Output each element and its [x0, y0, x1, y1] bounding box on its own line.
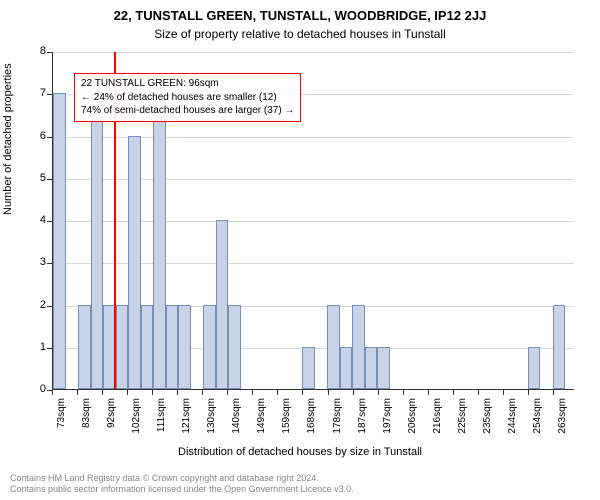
x-tick-label: 216sqm — [432, 398, 443, 442]
y-tick-mark — [47, 94, 52, 95]
y-axis-label: Number of detached properties — [2, 63, 14, 215]
y-tick-label: 8 — [28, 45, 46, 57]
histogram-bar — [91, 93, 104, 389]
x-tick-label: 206sqm — [407, 398, 418, 442]
histogram-bar — [216, 220, 229, 389]
histogram-bar — [128, 136, 141, 390]
x-tick-mark — [428, 390, 429, 395]
y-tick-label: 3 — [28, 256, 46, 268]
y-tick-label: 0 — [28, 383, 46, 395]
histogram-bar — [141, 305, 154, 390]
x-tick-mark — [52, 390, 53, 395]
x-tick-label: 187sqm — [357, 398, 368, 442]
histogram-bar — [365, 347, 378, 389]
histogram-bar — [178, 305, 191, 390]
x-tick-mark — [453, 390, 454, 395]
x-tick-mark — [152, 390, 153, 395]
y-tick-mark — [47, 306, 52, 307]
annotation-line: 22 TUNSTALL GREEN: 96sqm — [81, 77, 294, 91]
x-tick-label: 168sqm — [306, 398, 317, 442]
x-tick-mark — [202, 390, 203, 395]
x-tick-label: 225sqm — [457, 398, 468, 442]
histogram-bar — [228, 305, 241, 390]
gridline — [53, 52, 574, 53]
y-tick-label: 4 — [28, 214, 46, 226]
histogram-bar — [78, 305, 91, 390]
x-tick-label: 149sqm — [256, 398, 267, 442]
x-tick-label: 235sqm — [482, 398, 493, 442]
x-tick-label: 263sqm — [557, 398, 568, 442]
y-tick-mark — [47, 348, 52, 349]
x-tick-label: 121sqm — [181, 398, 192, 442]
annotation-box: 22 TUNSTALL GREEN: 96sqm← 24% of detache… — [74, 73, 301, 122]
histogram-bar — [352, 305, 365, 390]
histogram-chart: 012345678 73sqm83sqm92sqm102sqm111sqm121… — [52, 52, 574, 390]
x-tick-mark — [553, 390, 554, 395]
x-tick-label: 178sqm — [332, 398, 343, 442]
x-tick-mark — [277, 390, 278, 395]
y-tick-mark — [47, 179, 52, 180]
x-tick-mark — [127, 390, 128, 395]
annotation-line: 74% of semi-detached houses are larger (… — [81, 104, 294, 118]
footer-credits: Contains HM Land Registry data © Crown c… — [10, 473, 354, 496]
histogram-bar — [553, 305, 566, 390]
x-tick-mark — [503, 390, 504, 395]
x-tick-mark — [478, 390, 479, 395]
x-tick-mark — [302, 390, 303, 395]
x-tick-label: 111sqm — [156, 398, 167, 442]
histogram-bar — [302, 347, 315, 389]
x-tick-label: 197sqm — [382, 398, 393, 442]
y-tick-mark — [47, 263, 52, 264]
x-tick-mark — [528, 390, 529, 395]
x-axis-label: Distribution of detached houses by size … — [0, 446, 600, 458]
y-tick-label: 5 — [28, 172, 46, 184]
x-tick-label: 159sqm — [281, 398, 292, 442]
histogram-bar — [116, 305, 129, 390]
histogram-bar — [528, 347, 541, 389]
y-tick-mark — [47, 137, 52, 138]
y-tick-label: 2 — [28, 299, 46, 311]
histogram-bar — [203, 305, 216, 390]
x-tick-label: 254sqm — [532, 398, 543, 442]
x-tick-mark — [252, 390, 253, 395]
x-tick-label: 73sqm — [56, 398, 67, 442]
footer-line-1: Contains HM Land Registry data © Crown c… — [10, 473, 354, 485]
x-tick-label: 92sqm — [106, 398, 117, 442]
histogram-bar — [166, 305, 179, 390]
y-tick-mark — [47, 52, 52, 53]
histogram-bar — [53, 93, 66, 389]
x-tick-mark — [353, 390, 354, 395]
x-tick-label: 140sqm — [231, 398, 242, 442]
x-tick-mark — [328, 390, 329, 395]
y-tick-label: 1 — [28, 341, 46, 353]
x-tick-label: 102sqm — [131, 398, 142, 442]
footer-line-2: Contains public sector information licen… — [10, 484, 354, 496]
y-tick-label: 7 — [28, 87, 46, 99]
x-tick-mark — [403, 390, 404, 395]
x-tick-mark — [227, 390, 228, 395]
histogram-bar — [377, 347, 390, 389]
histogram-bar — [340, 347, 353, 389]
x-tick-label: 244sqm — [507, 398, 518, 442]
histogram-bar — [327, 305, 340, 390]
annotation-line: ← 24% of detached houses are smaller (12… — [81, 91, 294, 105]
x-tick-label: 83sqm — [81, 398, 92, 442]
histogram-bar — [153, 93, 166, 389]
x-tick-mark — [102, 390, 103, 395]
x-tick-label: 130sqm — [206, 398, 217, 442]
page-subtitle: Size of property relative to detached ho… — [0, 23, 600, 41]
page-title: 22, TUNSTALL GREEN, TUNSTALL, WOODBRIDGE… — [0, 0, 600, 23]
x-tick-mark — [177, 390, 178, 395]
x-tick-mark — [77, 390, 78, 395]
y-tick-label: 6 — [28, 130, 46, 142]
y-tick-mark — [47, 221, 52, 222]
x-tick-mark — [378, 390, 379, 395]
